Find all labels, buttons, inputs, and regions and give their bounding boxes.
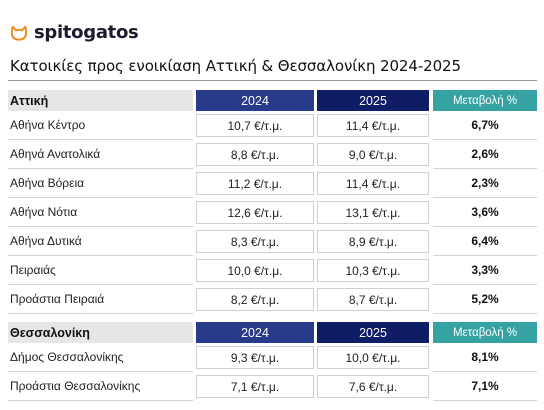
value-2024-cell: 8,3 €/τ.μ. [196, 227, 314, 256]
change-percent: 6,7% [433, 111, 537, 140]
col-2025-header: 2025 [317, 322, 429, 343]
value-2025-cell: 10,0 €/τ.μ. [317, 343, 429, 372]
value-2024-cell: 8,2 €/τ.μ. [196, 285, 314, 314]
value-2024: 11,2 €/τ.μ. [196, 172, 314, 195]
change-percent: 2,6% [433, 140, 537, 169]
table-row: Αθήνα Βόρεια 11,2 €/τ.μ. 11,4 €/τ.μ. 2,3% [8, 169, 537, 198]
value-2025-cell: 9,0 €/τ.μ. [317, 140, 429, 169]
table-row: Αθήνα Κέντρο 10,7 €/τ.μ. 11,4 €/τ.μ. 6,7% [8, 111, 537, 140]
value-2025: 7,6 €/τ.μ. [317, 375, 429, 398]
brand-name: spitogatos [34, 22, 139, 43]
value-2024-cell: 12,6 €/τ.μ. [196, 198, 314, 227]
table-row: Αθήνα Νότια 12,6 €/τ.μ. 13,1 €/τ.μ. 3,6% [8, 198, 537, 227]
col-2025-header: 2025 [317, 90, 429, 111]
value-2024-cell: 9,3 €/τ.μ. [196, 343, 314, 372]
region-heading: Θεσσαλονίκη [8, 322, 193, 343]
area-name: Αθηνά Ανατολικά [8, 140, 193, 169]
value-2025: 11,4 €/τ.μ. [317, 114, 429, 137]
table-row: Αθηνά Ανατολικά 8,8 €/τ.μ. 9,0 €/τ.μ. 2,6% [8, 140, 537, 169]
value-2024-cell: 8,8 €/τ.μ. [196, 140, 314, 169]
value-2025: 11,4 €/τ.μ. [317, 172, 429, 195]
value-2025: 9,0 €/τ.μ. [317, 143, 429, 166]
change-percent: 6,4% [433, 227, 537, 256]
col-2024-header: 2024 [196, 322, 314, 343]
value-2025: 8,9 €/τ.μ. [317, 230, 429, 253]
attica-table: Αττική 2024 2025 Μεταβολή % Αθήνα Κέντρο… [8, 90, 537, 314]
cat-face-icon [10, 25, 28, 41]
area-name: Αθήνα Βόρεια [8, 169, 193, 198]
page-title: Κατοικίες προς ενοικίαση Αττική & Θεσσαλ… [10, 57, 461, 75]
value-2025-cell: 10,3 €/τ.μ. [317, 256, 429, 285]
value-2024-cell: 10,7 €/τ.μ. [196, 111, 314, 140]
value-2024: 7,1 €/τ.μ. [196, 375, 314, 398]
value-2025-cell: 13,1 €/τ.μ. [317, 198, 429, 227]
value-2024: 9,3 €/τ.μ. [196, 346, 314, 369]
area-name: Αθήνα Δυτικά [8, 227, 193, 256]
change-percent: 5,2% [433, 285, 537, 314]
value-2025-cell: 11,4 €/τ.μ. [317, 169, 429, 198]
table-row: Δήμος Θεσσαλονίκης 9,3 €/τ.μ. 10,0 €/τ.μ. 8… [8, 343, 537, 372]
table-row: Προάστια Πειραιά 8,2 €/τ.μ. 8,7 €/τ.μ. 5,2% [8, 285, 537, 314]
change-percent: 8,1% [433, 343, 537, 372]
value-2024: 10,7 €/τ.μ. [196, 114, 314, 137]
area-name: Προάστια Θεσσαλονίκης [8, 372, 193, 401]
col-2024-header: 2024 [196, 90, 314, 111]
brand-logo: spitogatos [10, 22, 139, 43]
table-row: Πειραιάς 10,0 €/τ.μ. 10,3 €/τ.μ. 3,3% [8, 256, 537, 285]
area-name: Δήμος Θεσσαλονίκης [8, 343, 193, 372]
area-name: Αθήνα Νότια [8, 198, 193, 227]
area-name: Προάστια Πειραιά [8, 285, 193, 314]
value-2025-cell: 8,7 €/τ.μ. [317, 285, 429, 314]
area-name: Αθήνα Κέντρο [8, 111, 193, 140]
value-2025-cell: 11,4 €/τ.μ. [317, 111, 429, 140]
value-2025: 13,1 €/τ.μ. [317, 201, 429, 224]
region-heading: Αττική [8, 90, 193, 111]
table-row: Προάστια Θεσσαλονίκης 7,1 €/τ.μ. 7,6 €/τ.μ… [8, 372, 537, 401]
value-2024-cell: 7,1 €/τ.μ. [196, 372, 314, 401]
change-percent: 3,3% [433, 256, 537, 285]
thessaloniki-table: Θεσσαλονίκη 2024 2025 Μεταβολή % Δήμος Θ… [8, 322, 537, 401]
col-change-header: Μεταβολή % [433, 90, 537, 111]
value-2025-cell: 8,9 €/τ.μ. [317, 227, 429, 256]
value-2025-cell: 7,6 €/τ.μ. [317, 372, 429, 401]
value-2025: 10,3 €/τ.μ. [317, 259, 429, 282]
value-2025: 8,7 €/τ.μ. [317, 288, 429, 311]
area-name: Πειραιάς [8, 256, 193, 285]
attica-header-row: Αττική 2024 2025 Μεταβολή % [8, 90, 537, 111]
change-percent: 2,3% [433, 169, 537, 198]
change-percent: 7,1% [433, 372, 537, 401]
table-row: Αθήνα Δυτικά 8,3 €/τ.μ. 8,9 €/τ.μ. 6,4% [8, 227, 537, 256]
col-change-header: Μεταβολή % [433, 322, 537, 343]
title-divider [8, 80, 537, 81]
value-2024: 8,3 €/τ.μ. [196, 230, 314, 253]
value-2024-cell: 10,0 €/τ.μ. [196, 256, 314, 285]
value-2025: 10,0 €/τ.μ. [317, 346, 429, 369]
value-2024: 8,2 €/τ.μ. [196, 288, 314, 311]
change-percent: 3,6% [433, 198, 537, 227]
value-2024: 10,0 €/τ.μ. [196, 259, 314, 282]
value-2024: 8,8 €/τ.μ. [196, 143, 314, 166]
value-2024-cell: 11,2 €/τ.μ. [196, 169, 314, 198]
value-2024: 12,6 €/τ.μ. [196, 201, 314, 224]
thessaloniki-header-row: Θεσσαλονίκη 2024 2025 Μεταβολή % [8, 322, 537, 343]
